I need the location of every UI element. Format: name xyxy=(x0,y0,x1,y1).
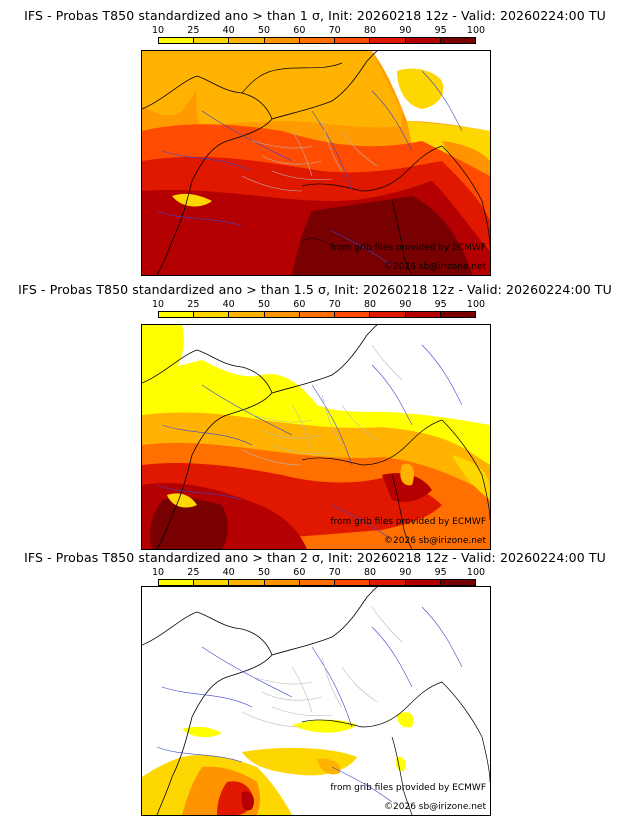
colorbar-tick-label: 70 xyxy=(328,25,341,36)
colorbar-swatch xyxy=(229,580,265,585)
colorbar-swatch xyxy=(370,312,406,317)
colorbar-tick-label: 80 xyxy=(363,299,377,310)
colorbar-swatches xyxy=(158,579,476,586)
credit-source: from grib files provided by ECMWF xyxy=(330,783,486,793)
colorbar-tick-label: 95 xyxy=(434,567,447,578)
credit-copyright: ©2026 sb@irizone.net xyxy=(384,536,486,546)
colorbar-tick-label: 40 xyxy=(222,567,235,578)
probability-map: from grib files provided by ECMWF ©2026 … xyxy=(141,586,491,816)
colorbar-swatch xyxy=(159,312,195,317)
colorbar: 10 25 40 50 60 70 80 90 95 100 xyxy=(152,299,485,323)
colorbar-swatch xyxy=(335,38,371,43)
colorbar-tick-label: 10 xyxy=(151,567,165,578)
colorbar-swatch xyxy=(440,312,475,317)
colorbar-tick-label: 70 xyxy=(328,567,341,578)
colorbar-swatches xyxy=(158,311,476,318)
credit-copyright: ©2026 sb@irizone.net xyxy=(384,262,486,272)
colorbar-tick-label: 60 xyxy=(293,567,306,578)
colorbar-ticks: 10 25 40 50 60 70 80 90 95 100 xyxy=(152,299,485,311)
colorbar-swatch xyxy=(194,580,230,585)
colorbar-swatch xyxy=(159,38,195,43)
colorbar-swatch xyxy=(335,580,371,585)
map-graphic xyxy=(142,325,490,549)
colorbar-swatches xyxy=(158,37,476,44)
colorbar: 10 25 40 50 60 70 80 90 95 100 xyxy=(152,567,485,591)
colorbar-ticks: 10 25 40 50 60 70 80 90 95 100 xyxy=(152,25,485,37)
colorbar-tick-label: 10 xyxy=(151,299,165,310)
colorbar-swatch xyxy=(194,38,230,43)
colorbar-swatch xyxy=(264,312,300,317)
colorbar-tick-label: 70 xyxy=(328,299,341,310)
colorbar-swatch xyxy=(264,38,300,43)
colorbar-swatch xyxy=(335,312,371,317)
colorbar-swatch xyxy=(405,312,441,317)
panel-title: IFS - Probas T850 standardized ano > tha… xyxy=(24,8,606,23)
credit-source: from grib files provided by ECMWF xyxy=(330,517,486,527)
colorbar-tick-label: 50 xyxy=(257,25,271,36)
colorbar-tick-label: 25 xyxy=(187,25,200,36)
colorbar-tick-label: 90 xyxy=(399,25,412,36)
colorbar-tick-label: 100 xyxy=(466,25,486,36)
colorbar-swatch xyxy=(370,38,406,43)
colorbar-swatch xyxy=(229,38,265,43)
colorbar-tick-label: 10 xyxy=(151,25,165,36)
colorbar-tick-label: 25 xyxy=(187,299,200,310)
colorbar-tick-label: 40 xyxy=(222,299,235,310)
colorbar-tick-label: 90 xyxy=(399,299,412,310)
colorbar-swatch xyxy=(440,580,475,585)
colorbar-tick-label: 50 xyxy=(257,567,271,578)
colorbar-tick-label: 60 xyxy=(293,25,306,36)
colorbar-swatch xyxy=(299,38,336,43)
colorbar-swatch xyxy=(264,580,300,585)
colorbar-tick-label: 50 xyxy=(257,299,271,310)
colorbar-tick-label: 95 xyxy=(434,299,447,310)
colorbar-tick-label: 80 xyxy=(363,567,377,578)
colorbar-swatch xyxy=(440,38,475,43)
map-graphic xyxy=(142,587,490,815)
colorbar-tick-label: 25 xyxy=(187,567,200,578)
colorbar-swatch xyxy=(405,38,441,43)
panel-1sigma: IFS - Probas T850 standardized ano > tha… xyxy=(0,0,630,276)
colorbar-tick-label: 90 xyxy=(399,567,412,578)
colorbar-tick-label: 100 xyxy=(466,567,486,578)
colorbar-ticks: 10 25 40 50 60 70 80 90 95 100 xyxy=(152,567,485,579)
colorbar-tick-label: 40 xyxy=(222,25,235,36)
colorbar-swatch xyxy=(299,580,336,585)
panel-title: IFS - Probas T850 standardized ano > tha… xyxy=(24,550,606,565)
panel-2sigma: IFS - Probas T850 standardized ano > tha… xyxy=(0,542,630,818)
colorbar-swatch xyxy=(299,312,336,317)
colorbar-tick-label: 60 xyxy=(293,299,306,310)
credit-source: from grib files provided by ECMWF xyxy=(330,243,486,253)
colorbar-swatch xyxy=(159,580,195,585)
probability-map: from grib files provided by ECMWF ©2026 … xyxy=(141,324,491,550)
colorbar-swatch xyxy=(194,312,230,317)
probability-map: from grib files provided by ECMWF ©2026 … xyxy=(141,50,491,276)
colorbar-tick-label: 95 xyxy=(434,25,447,36)
panel-title: IFS - Probas T850 standardized ano > tha… xyxy=(18,282,612,297)
map-graphic xyxy=(142,51,490,275)
colorbar-tick-label: 80 xyxy=(363,25,377,36)
colorbar-tick-label: 100 xyxy=(466,299,486,310)
colorbar: 10 25 40 50 60 70 80 90 95 100 xyxy=(152,25,485,49)
colorbar-swatch xyxy=(229,312,265,317)
credit-copyright: ©2026 sb@irizone.net xyxy=(384,802,486,812)
colorbar-swatch xyxy=(370,580,406,585)
colorbar-swatch xyxy=(405,580,441,585)
panel-1-5sigma: IFS - Probas T850 standardized ano > tha… xyxy=(0,274,630,550)
